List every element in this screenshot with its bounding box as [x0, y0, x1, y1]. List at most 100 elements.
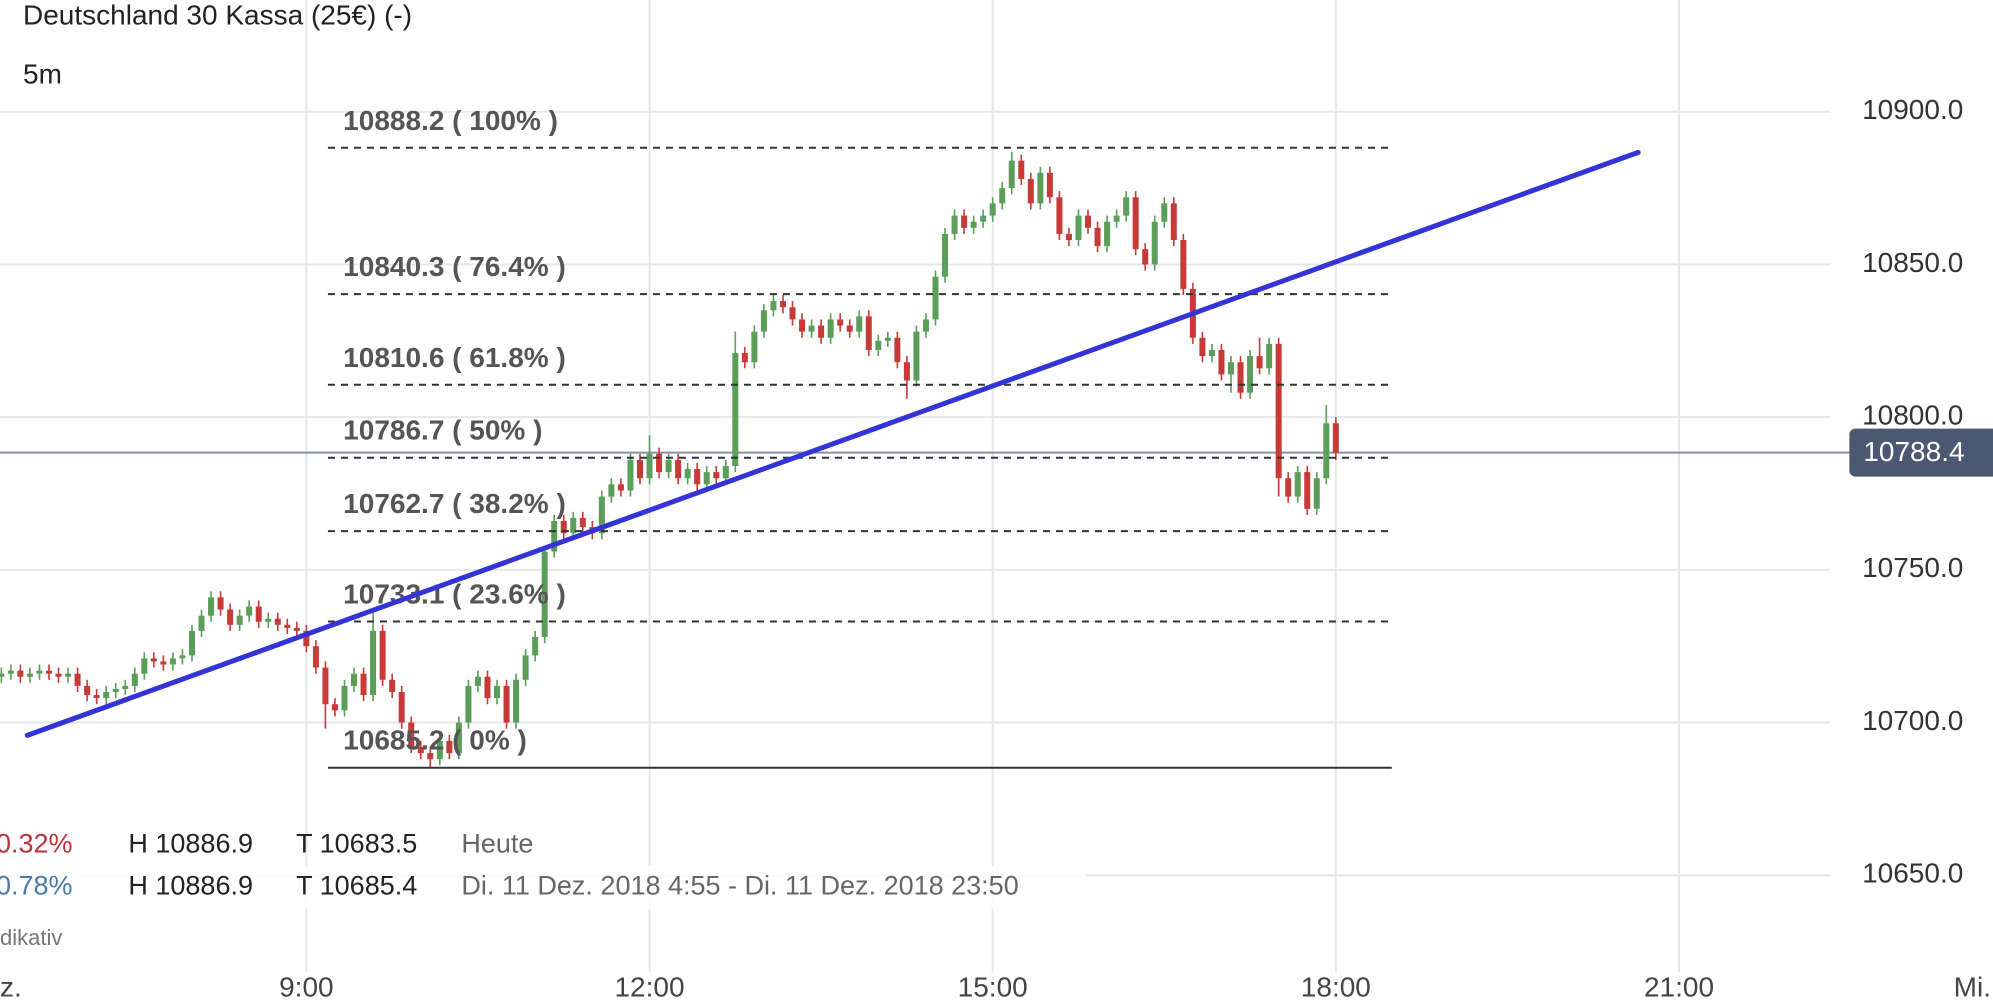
candle-body	[351, 673, 358, 686]
candle-body	[846, 325, 853, 332]
x-tick-label: 18:00	[1301, 971, 1371, 1002]
candle-body	[465, 685, 472, 723]
candle-body	[1056, 197, 1063, 234]
candle-body	[494, 685, 501, 699]
y-tick-label: 10900.0	[1862, 94, 1963, 125]
candle-body	[942, 233, 949, 277]
candle-body	[236, 615, 243, 625]
candle-body	[446, 740, 453, 754]
candle-body	[1037, 172, 1044, 204]
fib-level-label: 10762.7 ( 38.2% )	[343, 488, 566, 519]
candle-body	[1180, 240, 1187, 289]
candle-body	[436, 740, 443, 760]
candle-body	[1170, 203, 1177, 241]
candle-body	[408, 722, 415, 747]
candle-body	[122, 685, 129, 689]
candle-body	[703, 472, 710, 485]
candle-body	[684, 469, 691, 479]
candle-body	[1018, 160, 1025, 179]
footnote: dikativ	[0, 925, 62, 950]
candle-body	[665, 459, 672, 473]
candle-body	[188, 630, 195, 656]
candle-body	[808, 325, 815, 332]
candle-body	[274, 618, 281, 625]
candle-body	[1104, 221, 1111, 247]
last-price-label: 10788.4	[1863, 436, 1964, 467]
candle-body	[1208, 349, 1215, 357]
chart-title: Deutschland 30 Kassa (25€) (-)	[23, 0, 412, 30]
candle-body	[65, 673, 72, 677]
candle-body	[331, 704, 338, 711]
fib-level-label: 10733.1 ( 23.6% )	[343, 578, 566, 609]
fib-level-label: 10840.3 ( 76.4% )	[343, 251, 566, 282]
chart-subtitle: 5m	[23, 58, 62, 89]
candle-body	[1247, 356, 1254, 393]
info-change: 0.32%	[0, 828, 73, 858]
candle-body	[36, 670, 43, 674]
candle-body	[312, 646, 319, 668]
candle-body	[541, 551, 548, 638]
candle-body	[932, 276, 939, 320]
candle-body	[1065, 233, 1072, 241]
candle-body	[722, 466, 729, 479]
candle-body	[551, 520, 558, 552]
candle-body	[484, 676, 491, 699]
candle-body	[1332, 423, 1339, 453]
candle-body	[293, 627, 300, 631]
candle-body	[103, 692, 110, 699]
candle-body	[837, 319, 844, 326]
candle-body	[980, 215, 987, 222]
x-tick-label: 15:00	[958, 971, 1028, 1002]
x-tick-label: Mi.	[1954, 971, 1991, 1002]
candle-body	[303, 630, 310, 647]
candle-body	[217, 597, 224, 610]
candle-body	[1027, 178, 1034, 204]
candle-body	[1132, 197, 1139, 250]
fib-level-label: 10685.2 ( 0% )	[343, 725, 527, 756]
info-period: Di. 11 Dez. 2018 4:55 - Di. 11 Dez. 2018…	[461, 870, 1018, 900]
candle-body	[961, 215, 968, 228]
candle-body	[532, 637, 539, 656]
candle-body	[0, 673, 5, 677]
candle-body	[1151, 221, 1158, 265]
candle-body	[26, 673, 33, 677]
y-tick-label: 10700.0	[1862, 705, 1963, 736]
candle-body	[913, 331, 920, 381]
candle-body	[246, 606, 253, 616]
candle-body	[503, 685, 510, 723]
candle-body	[179, 655, 186, 659]
candle-body	[1094, 227, 1101, 247]
candle-body	[579, 517, 586, 528]
candle-body	[903, 362, 910, 381]
candle-body	[55, 673, 62, 677]
candle-body	[741, 353, 748, 363]
fib-level-label: 10810.6 ( 61.8% )	[343, 342, 566, 373]
candle-body	[1256, 356, 1263, 369]
candle-body	[751, 331, 758, 363]
info-period: Heute	[461, 828, 533, 858]
candle-body	[1275, 343, 1282, 479]
candle-body	[1304, 472, 1311, 509]
info-change: 0.78%	[0, 870, 73, 900]
y-tick-label: 10750.0	[1862, 552, 1963, 583]
candle-body	[112, 688, 119, 693]
candle-body	[284, 624, 291, 628]
info-background	[0, 865, 1087, 909]
candle-body	[227, 609, 234, 625]
candle-body	[770, 301, 777, 311]
candle-body	[617, 484, 624, 491]
candle-body	[198, 615, 205, 631]
candle-body	[799, 319, 806, 332]
candle-body	[570, 517, 577, 534]
fib-level-label: 10888.2 ( 100% )	[343, 105, 558, 136]
candle-body	[1085, 215, 1092, 228]
candle-body	[646, 453, 653, 479]
info-high: H 10886.9	[128, 870, 253, 900]
candle-body	[1161, 203, 1168, 222]
candle-body	[84, 685, 91, 696]
candle-body	[45, 670, 52, 674]
candle-body	[150, 658, 157, 662]
candle-body	[17, 670, 24, 677]
